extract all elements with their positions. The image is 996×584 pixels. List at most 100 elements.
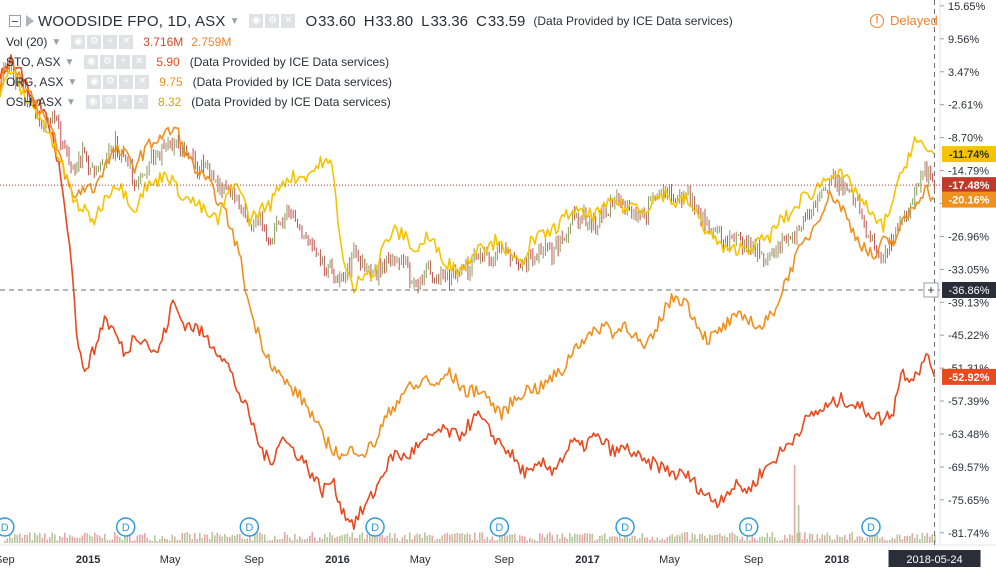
- compare-symbol[interactable]: ORG, ASX: [6, 75, 64, 89]
- compare-controls[interactable]: ◉ ⚙ + ✕: [87, 75, 150, 89]
- volume-bar: [631, 535, 634, 543]
- dividend-circle: [489, 517, 510, 537]
- volume-bar: [766, 532, 769, 543]
- volume-bar: [454, 533, 456, 543]
- eye-icon[interactable]: ◉: [87, 75, 102, 89]
- volume-controls[interactable]: ◉ ⚙ + ✕: [71, 35, 134, 49]
- legend-compare-org[interactable]: ORG, ASX ▼ ◉ ⚙ + ✕ 9.75 (Data Provided by I…: [6, 72, 733, 92]
- volume-bar: [909, 536, 911, 543]
- plus-icon[interactable]: +: [119, 75, 134, 89]
- dividend-d-icon[interactable]: D: [738, 517, 759, 537]
- legend-compare-sto[interactable]: STO, ASX ▼ ◉ ⚙ + ✕ 5.90 (Data Provided by I…: [6, 52, 733, 72]
- settings-icon[interactable]: ⚙: [101, 95, 116, 109]
- chevron-down-icon[interactable]: ▼: [229, 15, 240, 27]
- volume-bar: [249, 535, 251, 543]
- plus-icon[interactable]: +: [117, 95, 132, 109]
- volume-bar: [621, 538, 624, 543]
- volume-bar: [149, 539, 151, 543]
- series-controls[interactable]: ◉ ⚙ ✕: [249, 14, 296, 28]
- volume-bar: [54, 534, 56, 543]
- dividend-d-icon[interactable]: D: [239, 517, 260, 537]
- volume-bar: [289, 537, 291, 543]
- legend-main-row[interactable]: WOODSIDE FPO, 1D, ASX ▼ ◉ ⚙ ✕ O33.60 H33.8…: [6, 10, 733, 32]
- volume-bar: [81, 535, 84, 543]
- plus-icon[interactable]: +: [103, 35, 118, 49]
- plus-icon: [923, 282, 939, 298]
- eye-icon[interactable]: ◉: [71, 35, 86, 49]
- volume-bar: [369, 532, 371, 543]
- volume-bar: [416, 533, 419, 543]
- dividend-d-icon[interactable]: D: [861, 517, 881, 537]
- volume-label[interactable]: Vol (20): [6, 35, 48, 49]
- high-value: 33.80: [375, 12, 414, 30]
- compare-controls[interactable]: ◉ ⚙ + ✕: [85, 95, 148, 109]
- volume-bar: [929, 536, 931, 543]
- compare-note: (Data Provided by ICE Data services): [192, 75, 393, 89]
- volume-bar: [566, 538, 569, 543]
- volume-bar: [729, 533, 731, 543]
- volume-bar: [656, 537, 659, 543]
- volume-bar: [541, 534, 544, 543]
- volume-bar: [344, 534, 346, 543]
- legend-compare-osh[interactable]: OSH, ASX ▼ ◉ ⚙ + ✕ 8.32 (Data Provided by I…: [6, 92, 733, 112]
- volume-bar: [284, 532, 286, 543]
- flag-icon[interactable]: [26, 15, 34, 27]
- volume-bar: [281, 538, 284, 543]
- volume-bar: [791, 535, 794, 543]
- y-tick-label: -57.39%: [948, 396, 989, 408]
- volume-bar: [804, 532, 806, 543]
- eye-icon[interactable]: ◉: [85, 95, 100, 109]
- dividend-d-icon[interactable]: D: [365, 517, 385, 537]
- volume-bar: [844, 535, 846, 543]
- settings-icon[interactable]: ⚙: [87, 35, 102, 49]
- chevron-down-icon[interactable]: ▼: [67, 76, 78, 88]
- close-icon[interactable]: ✕: [135, 75, 150, 89]
- volume-bar: [261, 534, 264, 543]
- legend-volume-row[interactable]: Vol (20) ▼ ◉ ⚙ + ✕ 3.716M 2.759M: [6, 32, 733, 52]
- close-icon[interactable]: ✕: [132, 55, 147, 69]
- minus-square-icon[interactable]: [9, 15, 21, 27]
- volume-bar: [271, 540, 274, 543]
- eye-icon[interactable]: ◉: [84, 55, 99, 69]
- dividend-d-icon[interactable]: D: [489, 517, 510, 537]
- volume-bar: [864, 540, 866, 543]
- volume-bar: [796, 532, 799, 543]
- volume-bar: [39, 532, 41, 543]
- chevron-down-icon[interactable]: ▼: [51, 36, 62, 48]
- close-icon[interactable]: ✕: [133, 95, 148, 109]
- volume-bar: [381, 534, 384, 543]
- volume-bar: [409, 532, 411, 543]
- close-icon[interactable]: ✕: [281, 14, 296, 28]
- volume-bar: [211, 532, 214, 543]
- volume-bar: [736, 535, 739, 543]
- volume-bar: [561, 533, 564, 543]
- volume-bar: [464, 534, 466, 543]
- close-icon[interactable]: ✕: [119, 35, 134, 49]
- volume-bar: [99, 535, 101, 543]
- grid: [0, 0, 996, 546]
- volume-bar: [224, 534, 226, 543]
- settings-icon[interactable]: ⚙: [100, 55, 115, 69]
- legend-main-symbol[interactable]: WOODSIDE FPO, 1D, ASX: [38, 12, 226, 30]
- x-tick-label: May: [410, 554, 431, 566]
- volume-bar: [549, 532, 551, 543]
- dividend-d-icon[interactable]: D: [615, 517, 635, 537]
- dividend-d-icon[interactable]: D: [115, 517, 136, 537]
- compare-symbol[interactable]: OSH, ASX: [6, 95, 63, 109]
- settings-icon[interactable]: ⚙: [103, 75, 118, 89]
- compare-symbol[interactable]: STO, ASX: [6, 55, 61, 69]
- dividend-d-icon[interactable]: D: [0, 517, 15, 537]
- settings-icon[interactable]: ⚙: [265, 14, 280, 28]
- volume-value: 3.716M: [143, 35, 184, 49]
- volume-bar: [59, 535, 61, 543]
- volume-bar: [259, 532, 261, 543]
- eye-icon[interactable]: ◉: [249, 14, 264, 28]
- plus-icon[interactable]: +: [116, 55, 131, 69]
- volume-bar: [6, 538, 9, 543]
- compare-controls[interactable]: ◉ ⚙ + ✕: [84, 55, 147, 69]
- chevron-down-icon[interactable]: ▼: [66, 96, 76, 108]
- chevron-down-icon[interactable]: ▼: [64, 56, 75, 68]
- delayed-status[interactable]: ! Delayed: [870, 13, 938, 28]
